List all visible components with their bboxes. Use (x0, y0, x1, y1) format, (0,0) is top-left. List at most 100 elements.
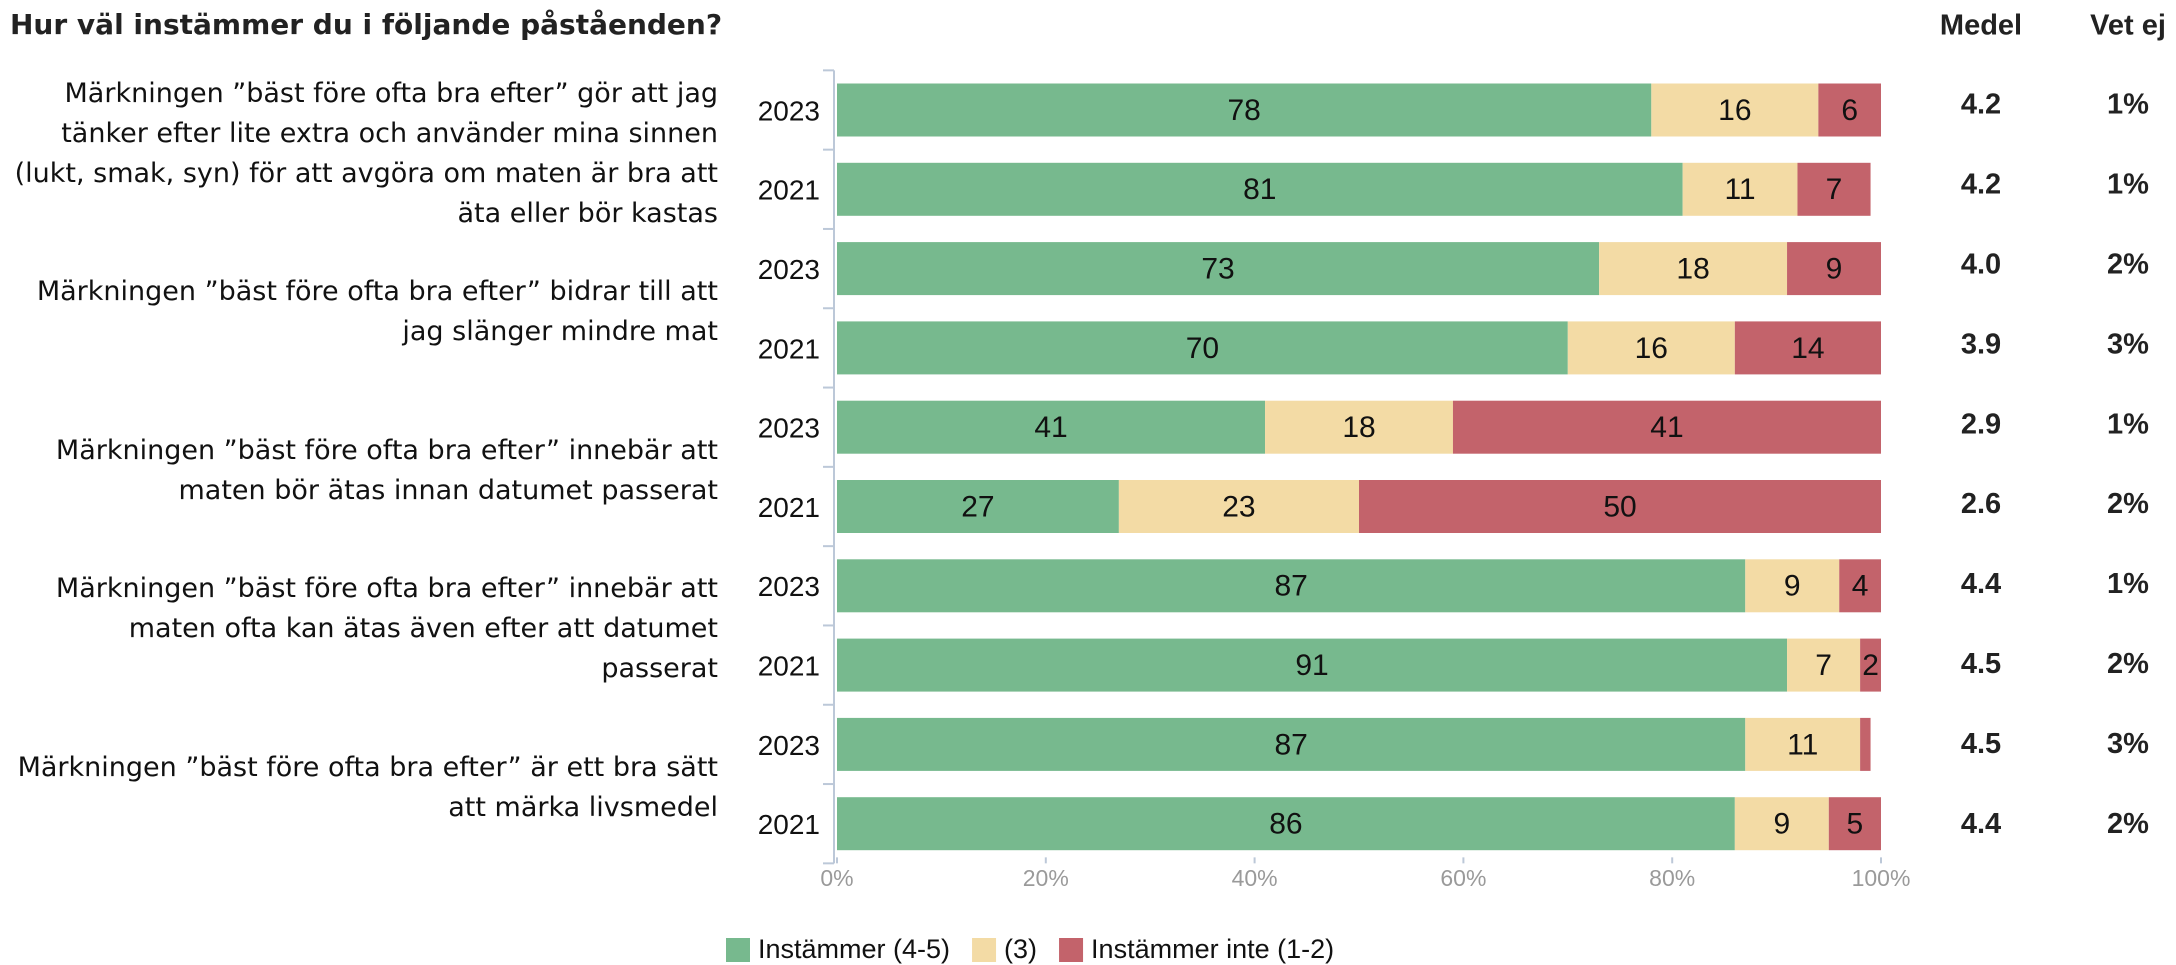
x-tick-label: 0% (820, 865, 853, 891)
column-value: 4.5 (1961, 728, 2001, 760)
chart-title: Hur väl instämmer du i följande påståend… (10, 8, 723, 41)
bar-segment (837, 717, 1746, 771)
bar-segment (1787, 242, 1881, 296)
column-value: 4.2 (1961, 169, 2001, 201)
bar-segment (1734, 797, 1829, 851)
column-value: 1% (2107, 89, 2149, 121)
data-label: 9 (1773, 808, 1790, 841)
column-value: 2% (2107, 808, 2149, 840)
bar-segment (1734, 321, 1881, 375)
data-label: 11 (1724, 173, 1755, 206)
data-label: 91 (1295, 649, 1328, 682)
bar-segment (1745, 559, 1840, 613)
x-tick-label: 40% (1232, 865, 1278, 891)
column-value: 1% (2107, 169, 2149, 201)
legend-label: Instämmer (4-5) (758, 934, 950, 964)
y-tick-label: 2023 (758, 730, 820, 761)
bar-segment (1787, 638, 1861, 692)
data-label: 78 (1227, 94, 1260, 127)
data-label: 41 (1650, 411, 1683, 444)
bar-segment (837, 400, 1266, 454)
bar-segment (1682, 162, 1798, 216)
column-value: 4.2 (1961, 89, 2001, 121)
column-value: 1% (2107, 408, 2149, 440)
bar-segment (1860, 638, 1881, 692)
column-value: 3% (2107, 728, 2149, 760)
bar-segment (1839, 559, 1881, 613)
data-label: 16 (1635, 332, 1668, 365)
legend-swatch (726, 938, 750, 962)
data-label: 4 (1852, 570, 1869, 603)
x-tick-label: 80% (1649, 865, 1695, 891)
data-label: 87 (1274, 570, 1307, 603)
column-value: 4.4 (1961, 808, 2001, 840)
bar-segment (1860, 717, 1871, 771)
bar-segment (1651, 83, 1819, 137)
y-tick-label: 2023 (758, 254, 820, 285)
data-label: 81 (1243, 173, 1276, 206)
x-tick-label: 60% (1440, 865, 1486, 891)
data-label: 2 (1862, 649, 1879, 682)
data-label: 86 (1269, 808, 1302, 841)
data-label: 9 (1826, 253, 1843, 286)
data-label: 7 (1826, 173, 1843, 206)
data-label: 27 (961, 490, 994, 523)
group-label: Märkningen ”bäst före ofta bra efter” in… (55, 573, 718, 685)
column-value: 2% (2107, 648, 2149, 680)
legend-label: (3) (1004, 934, 1037, 964)
x-tick-label: 20% (1023, 865, 1069, 891)
y-tick-label: 2021 (758, 809, 820, 840)
column-header: Vet ej (2090, 10, 2166, 42)
column-value: 3.9 (1961, 328, 2001, 360)
bar-segment (837, 480, 1119, 533)
bar-segment (1567, 321, 1735, 375)
y-tick-label: 2021 (758, 333, 820, 364)
legend-swatch (972, 938, 997, 962)
data-label: 87 (1274, 728, 1307, 761)
bar-segment (1265, 400, 1453, 454)
column-value: 2.6 (1961, 488, 2001, 520)
column-value: 4.5 (1961, 648, 2001, 680)
group-label: Märkningen ”bäst före ofta bra efter” är… (17, 752, 718, 824)
data-label: 14 (1791, 332, 1824, 365)
data-label: 41 (1034, 411, 1067, 444)
y-tick-label: 2021 (758, 650, 820, 681)
data-label: 6 (1841, 94, 1858, 127)
y-tick-label: 2021 (758, 175, 820, 206)
data-label: 16 (1718, 94, 1751, 127)
bar-segment (1118, 480, 1359, 533)
bar-segment (1818, 83, 1881, 137)
data-label: 70 (1186, 332, 1219, 365)
column-value: 2.9 (1961, 408, 2001, 440)
bar-segment (1599, 242, 1788, 296)
data-label: 9 (1784, 570, 1801, 603)
group-label: Märkningen ”bäst före ofta bra efter” gö… (14, 77, 718, 229)
legend-label: Instämmer inte (1-2) (1091, 934, 1334, 964)
bar-segment (837, 83, 1652, 137)
column-value: 2% (2107, 248, 2149, 280)
bar-segment (1452, 400, 1881, 454)
column-value: 1% (2107, 568, 2149, 600)
column-value: 3% (2107, 328, 2149, 360)
column-value: 4.4 (1961, 568, 2001, 600)
group-label: Märkningen ”bäst före ofta bra efter” in… (55, 434, 718, 506)
bar-segment (1797, 162, 1871, 216)
y-tick-label: 2023 (758, 413, 820, 444)
bar-segment (837, 638, 1788, 692)
bar-segment (1745, 717, 1861, 771)
bar-segment (837, 559, 1746, 613)
data-label: 23 (1222, 490, 1255, 523)
data-label: 73 (1201, 253, 1234, 286)
bar-segment (1828, 797, 1881, 851)
data-label: 7 (1815, 649, 1832, 682)
y-tick-label: 2023 (758, 95, 820, 126)
data-label: 18 (1676, 253, 1709, 286)
data-label: 5 (1847, 808, 1864, 841)
data-label: 50 (1603, 490, 1636, 523)
bar-segment (837, 321, 1568, 375)
y-tick-label: 2023 (758, 571, 820, 602)
bar-segment (1359, 480, 1881, 533)
x-tick-label: 100% (1852, 865, 1911, 891)
